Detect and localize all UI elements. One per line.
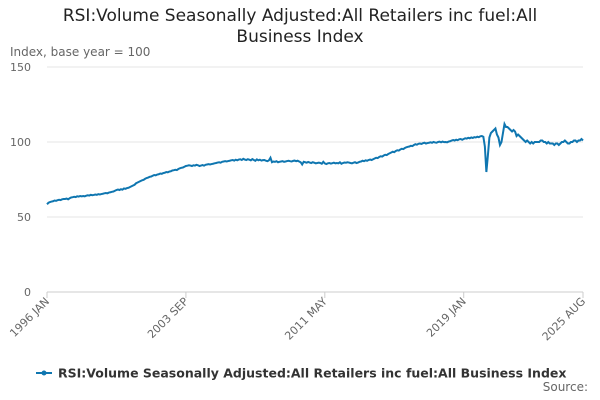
subtitle: Index, base year = 100 [10,45,150,59]
legend-label: RSI:Volume Seasonally Adjusted:All Retai… [58,366,566,381]
chart-title: RSI:Volume Seasonally Adjusted:All Retai… [62,6,538,47]
legend-marker [41,370,47,376]
source: Source: [543,380,588,394]
y-tick-label: 50 [17,211,31,224]
y-tick-label: 100 [10,136,31,149]
y-tick-label: 150 [10,61,31,74]
x-tick-label: 2011 MAY [282,295,330,343]
x-tick-label: 2019 JAN [424,295,469,340]
y-tick-label: 0 [24,286,31,299]
x-tick-label: 2025 AUG [540,295,589,344]
x-tick-label: 2003 SEP [145,295,191,341]
data-line [46,120,584,205]
x-tick-label: 1996 JAN [7,295,52,340]
